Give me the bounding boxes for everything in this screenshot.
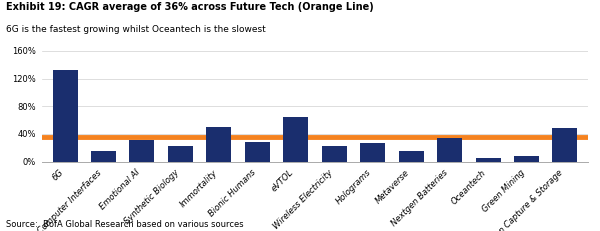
Bar [553, 128, 577, 162]
Bar [398, 151, 424, 162]
Bar [130, 140, 154, 162]
Bar [206, 127, 232, 162]
Bar [476, 158, 500, 162]
Bar [283, 117, 308, 162]
Bar [245, 142, 270, 162]
Bar [322, 146, 347, 162]
Bar [53, 70, 77, 162]
Bar [91, 151, 116, 162]
Text: 6G is the fastest growing whilst Oceantech is the slowest: 6G is the fastest growing whilst Oceante… [6, 25, 266, 34]
Bar [437, 138, 462, 162]
Bar [514, 156, 539, 162]
Bar [168, 146, 193, 162]
Text: Exhibit 19: CAGR average of 36% across Future Tech (Orange Line): Exhibit 19: CAGR average of 36% across F… [6, 2, 374, 12]
Bar [360, 143, 385, 162]
Text: Source:  BofA Global Research based on various sources: Source: BofA Global Research based on va… [6, 220, 244, 229]
